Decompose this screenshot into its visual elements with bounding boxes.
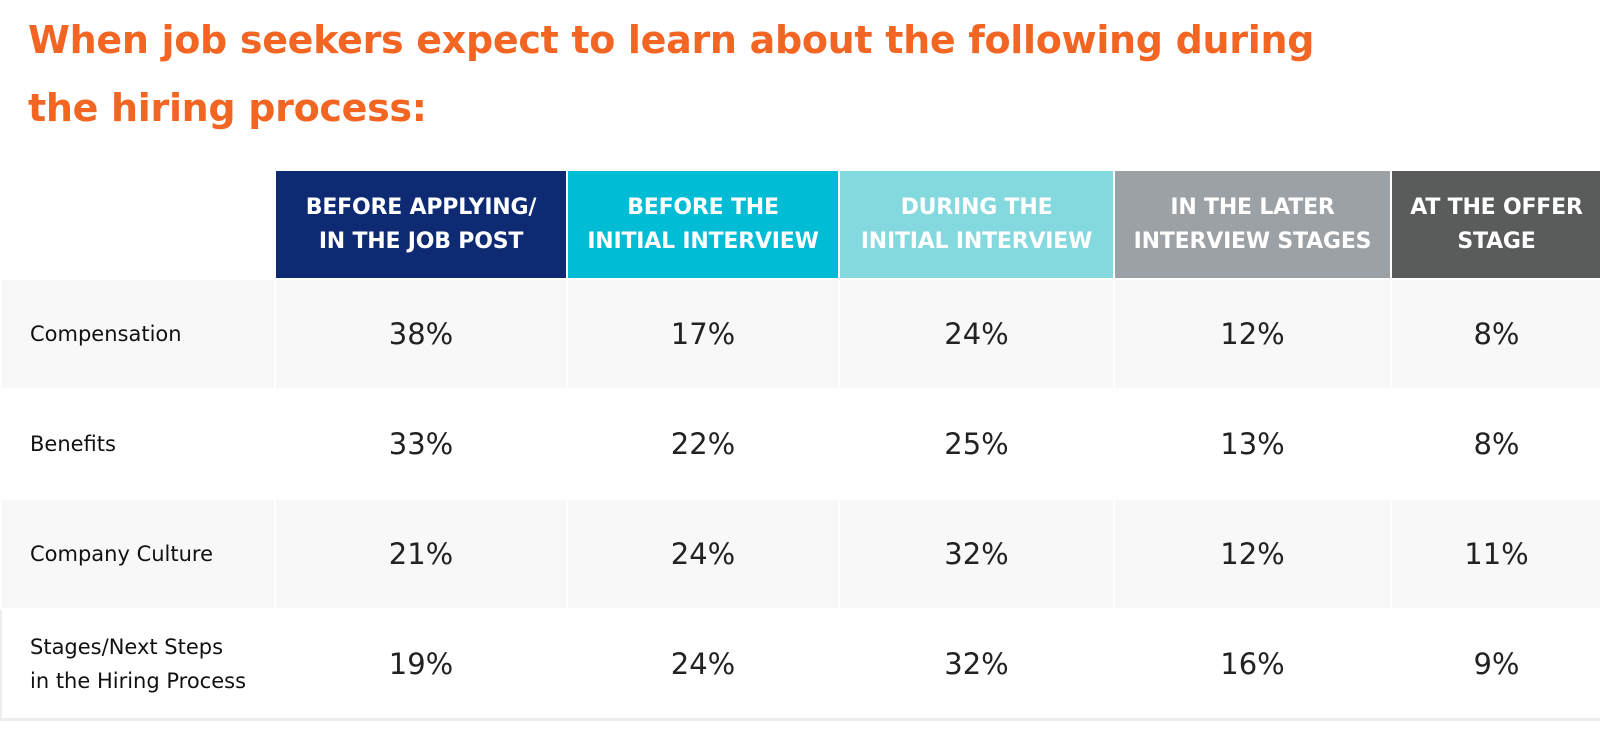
column-header-line: INITIAL INTERVIEW — [587, 228, 819, 254]
column-header-before-applying: BEFORE APPLYING/ IN THE JOB POST — [274, 171, 567, 279]
table-cell: 19% — [274, 608, 567, 721]
header-row: BEFORE APPLYING/ IN THE JOB POST BEFORE … — [1, 171, 1600, 279]
data-table: BEFORE APPLYING/ IN THE JOB POST BEFORE … — [0, 171, 1600, 721]
column-header-later-interview-stages: IN THE LATER INTERVIEW STAGES — [1113, 171, 1391, 279]
row-label-line: Company Culture — [30, 542, 214, 566]
table-cell: 24% — [838, 278, 1114, 389]
column-header-line: INITIAL INTERVIEW — [860, 228, 1093, 254]
row-label-line: Stages/Next Steps — [30, 635, 224, 659]
column-header-before-initial-interview: BEFORE THE INITIAL INTERVIEW — [566, 171, 839, 279]
table-cell: 32% — [838, 608, 1114, 721]
column-header-line: BEFORE APPLYING/ — [305, 194, 537, 220]
column-header-line: INTERVIEW STAGES — [1133, 228, 1372, 254]
column-header-line: BEFORE THE — [627, 194, 779, 220]
table-cell: 11% — [1390, 498, 1600, 609]
table-cell: 25% — [838, 388, 1114, 499]
row-label: Benefits — [0, 388, 275, 499]
table-cell: 32% — [838, 498, 1114, 609]
chart-title: When job seekers expect to learn about t… — [28, 18, 1315, 130]
table-cell: 16% — [1113, 608, 1391, 721]
table-cell: 22% — [566, 388, 839, 499]
column-header-line: STAGE — [1457, 228, 1536, 254]
column-header-offer-stage: AT THE OFFER STAGE — [1390, 171, 1600, 279]
column-header-line: IN THE JOB POST — [318, 228, 524, 254]
table-cell: 8% — [1390, 388, 1600, 499]
row-label-line: in the Hiring Process — [30, 669, 247, 693]
table-cell: 9% — [1390, 608, 1600, 721]
row-label: Stages/Next Steps in the Hiring Process — [0, 608, 275, 721]
table-cell: 12% — [1113, 498, 1391, 609]
table-cell: 12% — [1113, 278, 1391, 389]
column-header-during-initial-interview: DURING THE INITIAL INTERVIEW — [838, 171, 1114, 279]
table-cell: 13% — [1113, 388, 1391, 499]
row-label: Company Culture — [0, 498, 275, 609]
column-header-line: DURING THE — [900, 194, 1053, 220]
header-corner — [1, 171, 276, 279]
column-header-line: AT THE OFFER — [1410, 194, 1583, 220]
row-label-line: Compensation — [30, 322, 182, 346]
table-cell: 21% — [274, 498, 567, 609]
table-cell: 17% — [566, 278, 839, 389]
row-label-line: Benefits — [30, 432, 116, 456]
table-cell: 33% — [274, 388, 567, 499]
table-cell: 8% — [1390, 278, 1600, 389]
table-cell: 24% — [566, 498, 839, 609]
table-row-stages-next-steps: Stages/Next Steps in the Hiring Process … — [0, 608, 1600, 721]
row-label: Compensation — [0, 278, 275, 389]
table-cell: 24% — [566, 608, 839, 721]
table-row-compensation: Compensation 38% 17% 24% 12% 8% — [0, 278, 1600, 389]
table-row-benefits: Benefits 33% 22% 25% 13% 8% — [0, 388, 1600, 499]
table-cell: 38% — [274, 278, 567, 389]
column-header-line: IN THE LATER — [1170, 194, 1335, 220]
table-row-company-culture: Company Culture 21% 24% 32% 12% 11% — [0, 498, 1600, 609]
